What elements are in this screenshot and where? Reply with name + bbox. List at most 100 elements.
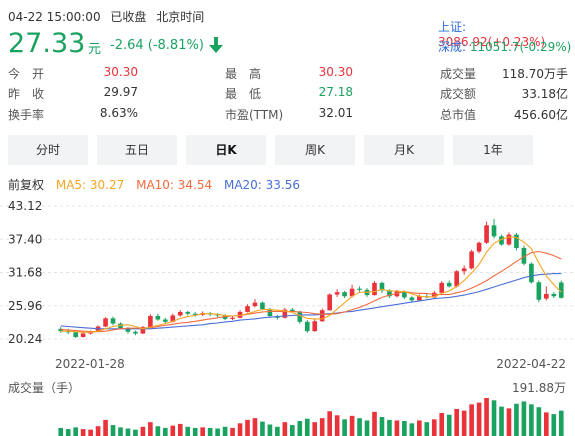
volume-bar: [461, 410, 467, 436]
ma-legend: 前复权 MA5: 30.27 MA10: 34.54 MA20: 33.56: [8, 176, 300, 193]
volume-bar: [207, 427, 213, 436]
volume-bar: [514, 403, 519, 436]
candle-body: [237, 311, 243, 318]
x-tick-label: 2022-04-22: [496, 357, 566, 371]
tab-weekly-k[interactable]: 周K: [275, 135, 355, 165]
tab-five-day[interactable]: 五日: [97, 135, 177, 165]
volume-bar: [446, 414, 452, 436]
price-unit: 元: [88, 42, 102, 57]
volume-bar: [290, 425, 295, 436]
current-price: 27.33: [8, 28, 86, 59]
volume-bar: [222, 426, 228, 436]
adjust-mode[interactable]: 前复权: [8, 178, 45, 192]
index-name: 深成:: [438, 40, 467, 54]
candle-body: [192, 313, 198, 315]
candle-body: [402, 291, 407, 298]
volume-bar: [163, 427, 168, 436]
mcap-value: 456.60亿: [514, 108, 568, 122]
volume-bar: [282, 422, 288, 436]
volume-bar: [349, 415, 355, 436]
open-value: 30.30: [103, 65, 138, 79]
index-name: 上证:: [438, 20, 467, 34]
volume-bar: [342, 419, 347, 436]
candle-body: [536, 282, 542, 300]
tab-daily-k[interactable]: 日K: [186, 135, 266, 165]
ma20-line: [60, 273, 562, 330]
volume-bar: [185, 426, 191, 436]
amount-label: 成交额: [440, 87, 477, 101]
index-shanghai[interactable]: 上证: 3086.92(+0.23%): [438, 18, 575, 49]
volume-bar: [521, 401, 527, 436]
ma5-line: [60, 236, 562, 333]
candle-body: [521, 247, 527, 264]
prev-close-label: 昨 收: [8, 87, 45, 101]
volume-bar: [394, 420, 400, 436]
candle-body: [499, 236, 504, 245]
index-value: 11051.7(-0.29%): [469, 40, 572, 54]
quote-header: 04-22 15:00:00 已收盘 北京时间: [8, 8, 204, 25]
candle-body: [544, 293, 549, 299]
volume-bar: [312, 422, 318, 436]
volume-bar: [499, 406, 504, 436]
volume-bar: [334, 415, 340, 436]
tab-intraday[interactable]: 分时: [8, 135, 88, 165]
volume-bar: [439, 412, 445, 436]
volume-bar: [252, 418, 258, 436]
volume-bar: [327, 411, 332, 436]
volume-value: 118.70万手: [502, 67, 568, 81]
volume-bar: [192, 427, 198, 436]
candle-body: [558, 282, 564, 298]
candlestick-chart[interactable]: 43.12 37.40 31.68 25.96 20.24 2022-01-28 2022-…: [0, 195, 575, 436]
candle-body: [439, 282, 445, 293]
volume-bar: [476, 402, 482, 436]
candle-body: [506, 234, 512, 245]
volume-bar: [536, 407, 542, 436]
candle-body: [110, 318, 116, 324]
candle-body: [387, 290, 392, 297]
volume-bar: [491, 400, 497, 436]
candle-body: [349, 288, 355, 297]
tab-monthly-k[interactable]: 月K: [364, 135, 444, 165]
volume-bar: [431, 419, 437, 436]
candle-body: [125, 328, 131, 332]
candle-body: [290, 309, 295, 312]
candle-body: [222, 315, 228, 319]
open-label: 今 开: [8, 67, 45, 81]
volume-bar: [230, 427, 235, 436]
candle-body: [163, 319, 168, 322]
ma20-legend: MA20: 33.56: [223, 178, 301, 192]
volume-bar: [80, 429, 86, 436]
candle-body: [372, 282, 377, 296]
candle-body: [245, 306, 250, 312]
candle-body: [342, 292, 347, 297]
volume-bar: [544, 412, 549, 436]
index-shenzhen[interactable]: 深成: 11051.7(-0.29%): [438, 38, 571, 55]
volume-bar: [402, 421, 407, 436]
y-tick-label: 31.68: [8, 266, 42, 280]
candle-body: [312, 321, 318, 332]
volume-bar: [454, 408, 459, 436]
candle-body: [454, 271, 459, 287]
candle-body: [215, 314, 220, 316]
volume-bar: [379, 417, 385, 436]
volume-bar: [177, 423, 183, 436]
volume-bar: [125, 428, 131, 436]
volume-bar: [95, 426, 101, 436]
candle-body: [140, 327, 146, 334]
volume-bar: [297, 421, 303, 436]
turnover-label: 换手率: [8, 108, 45, 122]
volume-bar: [88, 429, 93, 436]
market-status: 已收盘: [110, 10, 147, 24]
candle-body: [469, 251, 474, 269]
volume-bar: [387, 419, 392, 436]
volume-bar: [267, 424, 273, 436]
tab-one-year[interactable]: 1年: [453, 135, 533, 165]
volume-bar: [357, 418, 362, 436]
volume-bar: [245, 419, 250, 436]
price-change: -2.64 (-8.81%): [110, 38, 204, 53]
volume-bar: [118, 427, 123, 436]
volume-bar: [103, 419, 108, 436]
down-arrow-icon: [209, 37, 223, 57]
volume-bar: [484, 398, 489, 436]
low-label: 最 低: [225, 87, 262, 101]
